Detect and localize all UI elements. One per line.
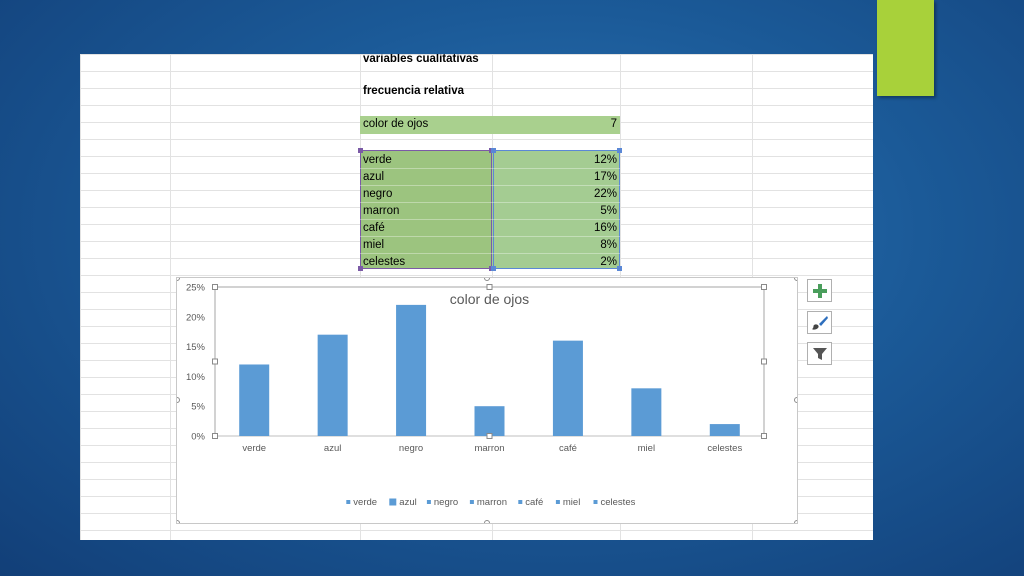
- header-value: 7: [610, 118, 617, 130]
- row-divider: [360, 202, 620, 203]
- selection-handle[interactable]: [491, 148, 496, 153]
- bar-negro: [396, 304, 427, 436]
- row-value[interactable]: 2%: [600, 256, 617, 268]
- row-value[interactable]: 12%: [593, 154, 617, 166]
- chart-area[interactable]: color de ojos 0% 5% 10% 15% 20% 25% verde azul ne…: [176, 277, 798, 524]
- y-tick-label: 20%: [186, 312, 206, 323]
- selection-handle[interactable]: [617, 148, 622, 153]
- column-divider: [170, 54, 171, 540]
- plot-handle: [761, 284, 767, 290]
- bar-marron: [474, 406, 505, 436]
- brush-icon: [811, 315, 828, 330]
- legend-swatch: [555, 500, 560, 504]
- legend-swatch: [593, 500, 598, 504]
- row-divider: [360, 168, 620, 169]
- legend-entry: café: [525, 497, 543, 508]
- chart-elements-button[interactable]: [807, 279, 832, 302]
- legend-entry: azul: [399, 497, 416, 508]
- y-tick-label: 10%: [186, 372, 206, 383]
- plot-handle: [212, 433, 218, 439]
- bar-miel: [631, 388, 662, 436]
- chart-handle: [794, 397, 797, 403]
- legend-entry: marron: [477, 497, 507, 508]
- legend-entry: verde: [353, 497, 377, 508]
- filter-icon: [812, 347, 827, 360]
- chart-handle: [177, 397, 180, 403]
- selection-handle[interactable]: [358, 266, 363, 271]
- legend-swatch: [346, 500, 351, 504]
- x-tick-label: verde: [242, 443, 266, 454]
- x-tick-label: negro: [399, 443, 423, 454]
- y-tick-label: 5%: [191, 402, 205, 413]
- heading-frecuencia[interactable]: frecuencia relativa: [363, 85, 465, 97]
- plot-handle: [761, 358, 767, 365]
- chart-handle: [794, 278, 797, 281]
- plot-handle: [486, 433, 493, 439]
- plot-handle: [212, 284, 218, 290]
- header-label: color de ojos: [363, 118, 429, 130]
- legend-entry: celestes: [601, 497, 636, 508]
- row-label[interactable]: azul: [363, 171, 385, 183]
- accent-rectangle: [877, 0, 934, 96]
- row-divider: [360, 236, 620, 237]
- chart-handle: [177, 278, 180, 281]
- row-label[interactable]: celestes: [363, 256, 406, 268]
- y-tick-label: 0%: [191, 432, 205, 443]
- legend-swatch: [518, 500, 523, 504]
- heading-variables[interactable]: variables cualitativas: [363, 54, 479, 65]
- x-tick-label: marron: [474, 443, 504, 454]
- x-tick-label: celestes: [707, 443, 742, 454]
- row-label[interactable]: café: [363, 222, 385, 234]
- x-tick-label: café: [559, 443, 577, 454]
- legend-swatch: [426, 500, 431, 504]
- selection-handle[interactable]: [358, 148, 363, 153]
- row-label[interactable]: miel: [363, 239, 385, 251]
- x-tick-label: miel: [638, 443, 655, 454]
- bar-verde: [239, 364, 270, 436]
- data-selection[interactable]: verde 12% azul 17% negro 22% marron 5% café 16% mi…: [358, 148, 622, 271]
- spreadsheet[interactable]: variables cualitativas frecuencia relati…: [80, 54, 873, 540]
- legend-entry: negro: [434, 497, 458, 508]
- y-tick-label: 25%: [186, 283, 206, 294]
- row-divider: [360, 219, 620, 220]
- plus-icon: [812, 283, 827, 298]
- bar-café: [552, 340, 583, 436]
- chart-handle: [177, 520, 180, 523]
- row-value[interactable]: 8%: [600, 239, 617, 251]
- plot-handle: [486, 284, 493, 290]
- row-label[interactable]: negro: [363, 188, 393, 200]
- x-tick-label: azul: [324, 443, 341, 454]
- bar-azul: [317, 334, 348, 436]
- bar-chart[interactable]: color de ojos 0% 5% 10% 15% 20% 25% verde azul ne…: [177, 278, 797, 523]
- label-column-selection: [360, 150, 492, 269]
- chart-handle: [484, 520, 490, 523]
- legend-swatch: [389, 498, 397, 506]
- chart-handle: [794, 520, 797, 523]
- chart-title: color de ojos: [450, 291, 529, 307]
- row-value[interactable]: 16%: [593, 222, 617, 234]
- legend-entry: miel: [563, 497, 580, 508]
- plot-handle: [212, 358, 218, 365]
- row-divider: [360, 253, 620, 254]
- y-tick-label: 15%: [186, 342, 206, 353]
- chart-handle: [484, 278, 490, 281]
- row-value[interactable]: 22%: [593, 188, 617, 200]
- chart-filters-button[interactable]: [807, 342, 832, 365]
- row-value[interactable]: 5%: [600, 205, 617, 217]
- selection-handle[interactable]: [491, 266, 496, 271]
- header-row[interactable]: color de ojos 7: [360, 116, 620, 134]
- row-label[interactable]: verde: [363, 154, 392, 166]
- row-label[interactable]: marron: [363, 205, 400, 217]
- row-divider: [360, 185, 620, 186]
- row-value[interactable]: 17%: [593, 171, 617, 183]
- plot-handle: [761, 433, 767, 439]
- selection-handle[interactable]: [617, 266, 622, 271]
- bar-celestes: [709, 424, 740, 436]
- value-column-selection: [493, 150, 620, 269]
- legend-swatch: [469, 500, 474, 504]
- chart-styles-button[interactable]: [807, 311, 832, 334]
